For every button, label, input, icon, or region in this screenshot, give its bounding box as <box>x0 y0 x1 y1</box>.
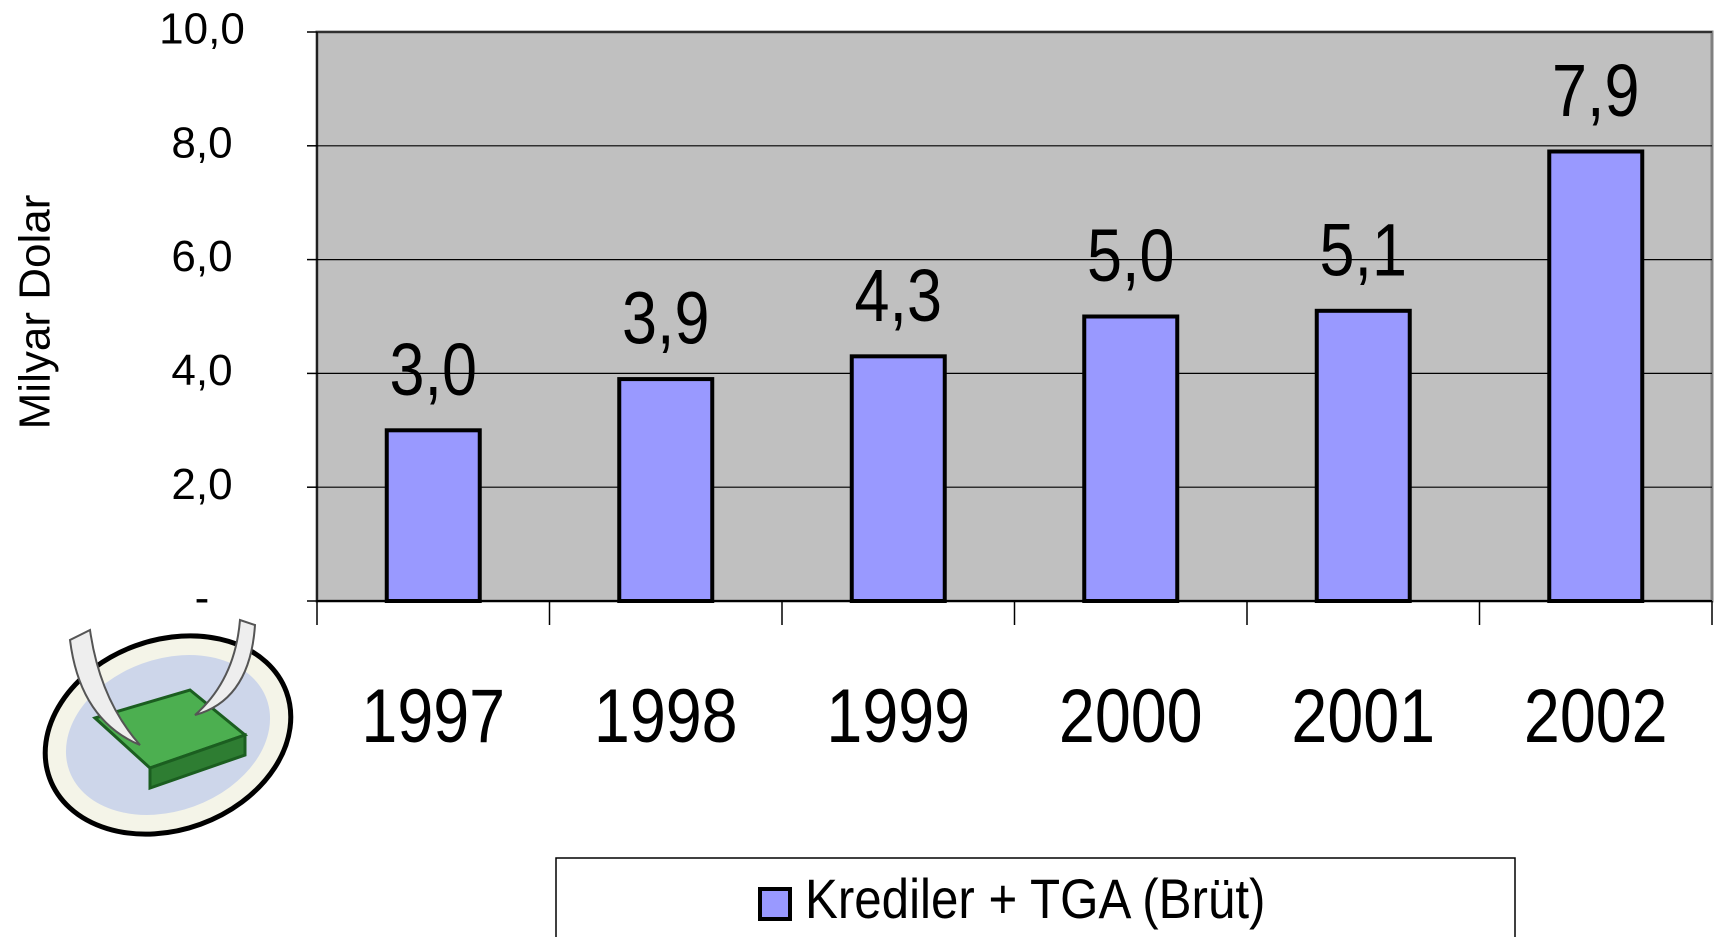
bar <box>852 356 945 601</box>
bar <box>1084 317 1177 602</box>
x-tick-label: 1997 <box>361 673 505 758</box>
plot-area <box>317 32 1712 601</box>
y-tick-label: 4,0 <box>171 346 232 395</box>
value-label: 3,0 <box>390 328 477 411</box>
chart: Milyar Dolar - 2,0 4,0 6,0 8,0 10,0 1997 1998 19… <box>0 0 1725 937</box>
bar <box>1317 311 1410 601</box>
x-tick-label: 2000 <box>1059 673 1203 758</box>
value-label: 5,1 <box>1320 209 1407 292</box>
y-tick-label: 8,0 <box>171 118 232 167</box>
y-tick-label: 6,0 <box>171 232 232 281</box>
value-label: 4,3 <box>855 254 942 337</box>
value-label: 7,9 <box>1552 49 1639 132</box>
y-tick-label: 10,0 <box>159 5 245 54</box>
y-axis-label: Milyar Dolar <box>11 195 60 430</box>
value-label: 3,9 <box>622 277 709 360</box>
x-tick-label: 1999 <box>826 673 970 758</box>
bar <box>1549 151 1642 601</box>
x-tick-label: 2002 <box>1524 673 1668 758</box>
x-tick-label: 2001 <box>1291 673 1435 758</box>
value-label: 5,0 <box>1087 214 1174 297</box>
clip-art <box>17 603 319 868</box>
bar <box>387 430 480 601</box>
x-tick-label: 1998 <box>594 673 738 758</box>
legend-label: Krediler + TGA (Brüt) <box>805 868 1265 931</box>
legend-swatch <box>760 889 790 919</box>
bar <box>619 379 712 601</box>
y-tick-label: - <box>195 574 210 623</box>
y-tick-label: 2,0 <box>171 460 232 509</box>
